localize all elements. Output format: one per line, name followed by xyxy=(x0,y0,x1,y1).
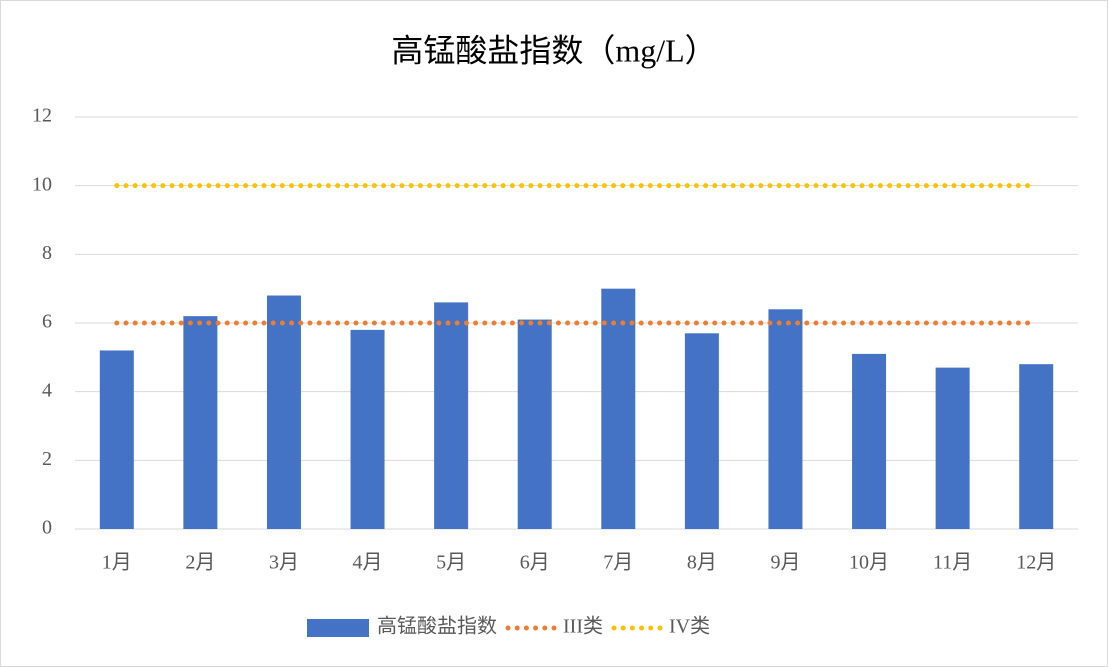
x-tick-label: 11月 xyxy=(933,552,972,574)
bar xyxy=(350,329,385,529)
x-tick-label: 12月 xyxy=(1016,552,1056,574)
bar xyxy=(434,302,469,529)
y-tick-label: 8 xyxy=(42,242,52,264)
bar xyxy=(183,316,218,529)
x-tick-label: 8月 xyxy=(687,552,717,574)
bar xyxy=(99,350,134,529)
bar xyxy=(601,288,636,529)
y-tick-label: 2 xyxy=(42,448,52,470)
y-tick-label: 10 xyxy=(32,173,52,195)
x-tick-label: 4月 xyxy=(353,552,383,574)
y-tick-label: 4 xyxy=(42,379,52,401)
bar xyxy=(768,309,803,529)
legend-label: III类 xyxy=(563,615,603,638)
legend-swatch xyxy=(307,619,369,637)
x-tick-label: 1月 xyxy=(102,552,132,574)
x-tick-label: 6月 xyxy=(520,552,550,574)
bar xyxy=(935,367,970,529)
y-tick-label: 12 xyxy=(32,105,52,127)
bar xyxy=(517,319,552,529)
x-tick-label: 9月 xyxy=(770,552,800,574)
x-tick-label: 7月 xyxy=(603,552,633,574)
y-tick-label: 0 xyxy=(42,517,52,539)
x-tick-label: 3月 xyxy=(269,552,299,574)
bar xyxy=(684,333,719,529)
x-tick-label: 10月 xyxy=(849,552,889,574)
bar xyxy=(1019,364,1054,529)
bar xyxy=(266,295,301,529)
chart-title: 高锰酸盐指数（mg/L） xyxy=(391,32,716,68)
legend-label: 高锰酸盐指数 xyxy=(377,615,497,638)
y-tick-label: 6 xyxy=(42,311,52,333)
x-tick-label: 5月 xyxy=(436,552,466,574)
bar xyxy=(852,353,887,529)
x-tick-label: 2月 xyxy=(185,552,215,574)
legend-label: IV类 xyxy=(669,615,710,638)
